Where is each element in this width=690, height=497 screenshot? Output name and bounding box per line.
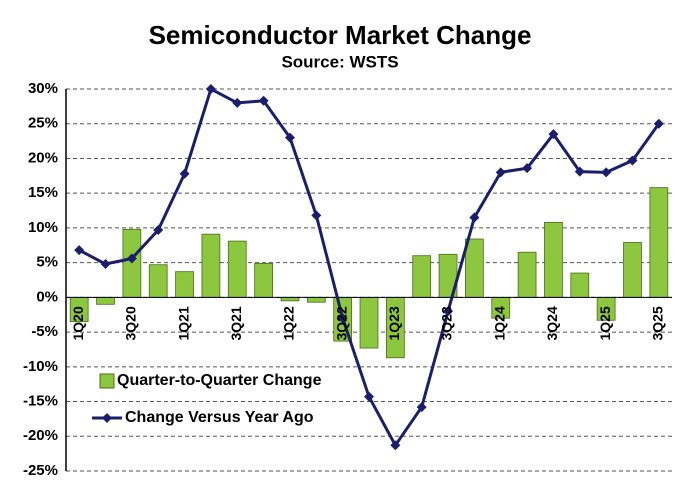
bar — [623, 242, 642, 298]
y-tick-label: 5% — [36, 254, 58, 271]
y-tick-label: 20% — [28, 149, 58, 166]
bar — [306, 296, 326, 303]
point — [548, 129, 559, 140]
y-tick-label: 15% — [28, 184, 58, 201]
legend-swatch — [102, 413, 112, 423]
bar — [465, 238, 484, 298]
x-tick-label: 3Q20 — [123, 306, 139, 340]
bar — [570, 272, 590, 298]
bar — [544, 221, 563, 298]
x-tick-label: 3Q22 — [333, 306, 349, 340]
x-tick-label: 1Q23 — [386, 306, 402, 340]
y-tick-label: 0% — [36, 288, 58, 305]
bar — [254, 262, 273, 298]
bar — [649, 187, 669, 298]
point — [311, 210, 322, 221]
x-tick-label: 3Q21 — [228, 306, 244, 340]
y-tick-label: -15% — [23, 393, 58, 410]
point — [522, 163, 533, 174]
point — [153, 224, 164, 235]
x-tick-label: 1Q22 — [281, 306, 297, 340]
point — [126, 253, 137, 264]
point — [337, 313, 348, 324]
point — [443, 306, 454, 317]
bar — [175, 271, 194, 298]
point — [284, 132, 295, 143]
bar — [96, 296, 115, 305]
bar — [412, 255, 432, 298]
x-tick-label: 3Q25 — [650, 306, 666, 340]
point — [232, 97, 243, 108]
point — [364, 391, 374, 402]
bar — [227, 240, 247, 298]
chart-subtitle: Source: WSTS — [281, 52, 398, 71]
y-tick-label: 25% — [28, 115, 58, 132]
point — [179, 168, 190, 179]
y-tick-label: -10% — [23, 358, 58, 375]
x-tick-label: 1Q25 — [597, 306, 613, 340]
point — [495, 167, 506, 178]
point — [100, 259, 111, 270]
x-tick-label: 3Q24 — [544, 306, 560, 340]
point — [627, 155, 638, 166]
point — [653, 118, 664, 129]
y-tick-label: -25% — [23, 462, 58, 479]
bar — [359, 296, 379, 349]
y-tick-label: 30% — [28, 80, 58, 97]
point — [74, 245, 85, 256]
chart-title: Semiconductor Market Change — [149, 20, 532, 50]
y-tick-label: -5% — [31, 323, 58, 340]
bar — [280, 296, 300, 302]
x-tick-label: 1Q24 — [491, 306, 507, 340]
point — [205, 84, 216, 94]
legend-label: Quarter-to-Quarter Change — [117, 372, 322, 389]
x-tick-label: 1Q20 — [70, 306, 86, 340]
point — [574, 166, 585, 177]
y-tick-label: -20% — [23, 427, 58, 444]
bar — [201, 233, 221, 298]
y-tick-label: 10% — [28, 219, 58, 236]
x-tick-label: 3Q23 — [439, 306, 455, 340]
legend-swatch — [99, 373, 115, 389]
x-tick-label: 1Q21 — [175, 306, 191, 340]
point — [390, 440, 401, 451]
bar — [148, 264, 168, 298]
point — [416, 402, 427, 413]
point — [601, 167, 612, 178]
bar — [517, 251, 537, 298]
legend-label: Change Versus Year Ago — [125, 409, 314, 426]
point — [469, 212, 480, 223]
point — [258, 95, 269, 106]
